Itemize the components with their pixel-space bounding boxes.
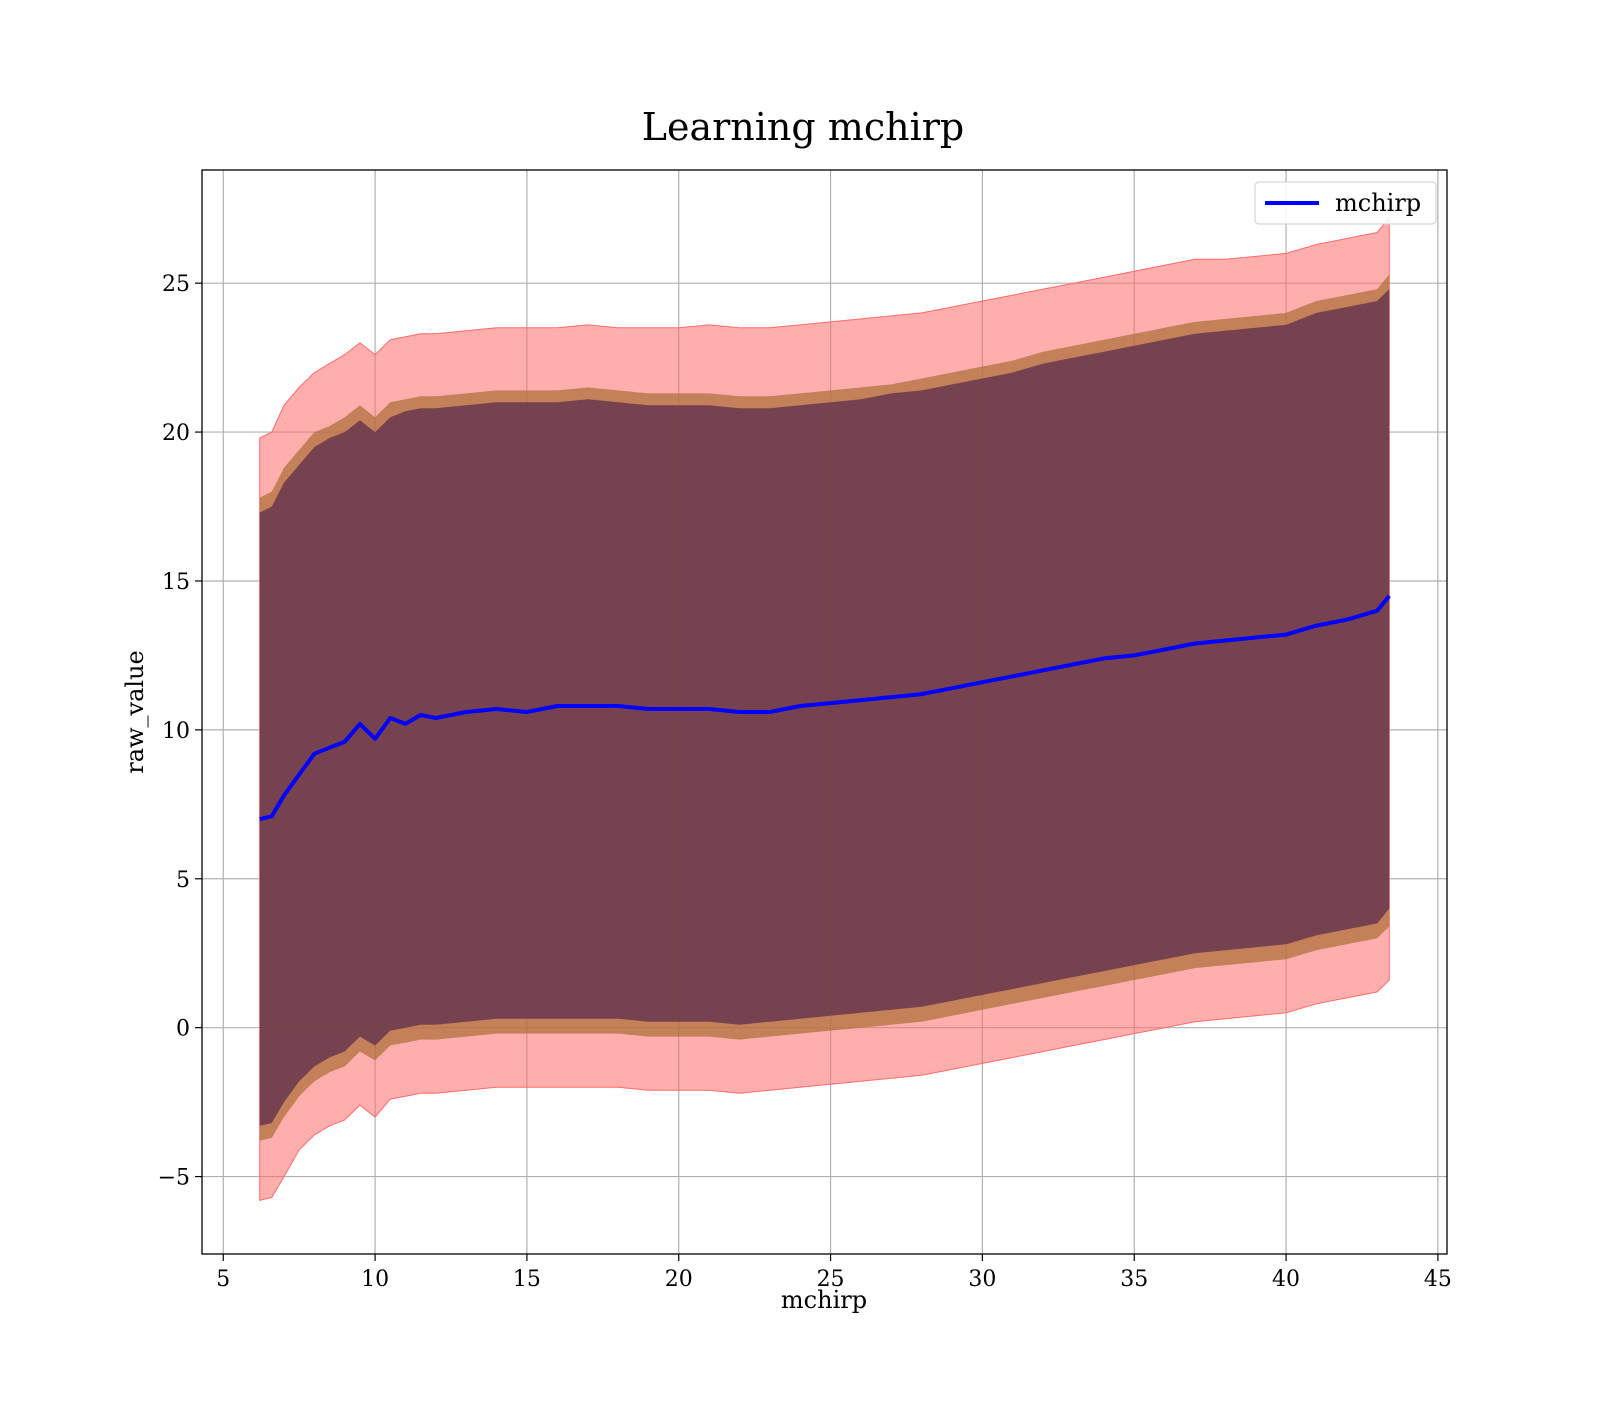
x-tick-label: 10 <box>361 1267 389 1292</box>
y-tick-label: 10 <box>162 719 190 744</box>
y-tick-label: 15 <box>162 570 190 595</box>
mean-line <box>259 594 1391 822</box>
y-tick-label: 20 <box>162 421 190 446</box>
x-tick-label: 5 <box>216 1267 230 1292</box>
line-layer <box>259 594 1391 822</box>
x-tick-label: 30 <box>968 1267 996 1292</box>
legend: mchirp <box>1254 181 1437 225</box>
chart-title: Learning mchirp <box>642 105 964 149</box>
x-tick-label: 35 <box>1120 1267 1148 1292</box>
y-tick-label: 25 <box>162 272 190 297</box>
band-inner <box>259 289 1390 1126</box>
band-layer <box>259 216 1390 1202</box>
x-axis-label: mchirp <box>781 1286 867 1314</box>
legend-label: mchirp <box>1335 189 1421 217</box>
y-tick-label: −5 <box>158 1166 190 1191</box>
legend-box <box>1254 181 1437 225</box>
y-axis-label: raw_value <box>121 650 149 774</box>
x-tick-label: 40 <box>1272 1267 1300 1292</box>
plot-frame <box>201 169 1448 1255</box>
x-tick-label: 15 <box>513 1267 541 1292</box>
y-tick-label: 0 <box>176 1017 190 1042</box>
y-tick-label: 5 <box>176 868 190 893</box>
tick-layer: 5 10 15 20 25 30 35 40 45 −5 0 5 10 15 20 25 <box>158 272 1452 1292</box>
x-tick-label: 20 <box>665 1267 693 1292</box>
x-tick-label: 45 <box>1424 1267 1452 1292</box>
x-tick-label: 25 <box>817 1267 845 1292</box>
